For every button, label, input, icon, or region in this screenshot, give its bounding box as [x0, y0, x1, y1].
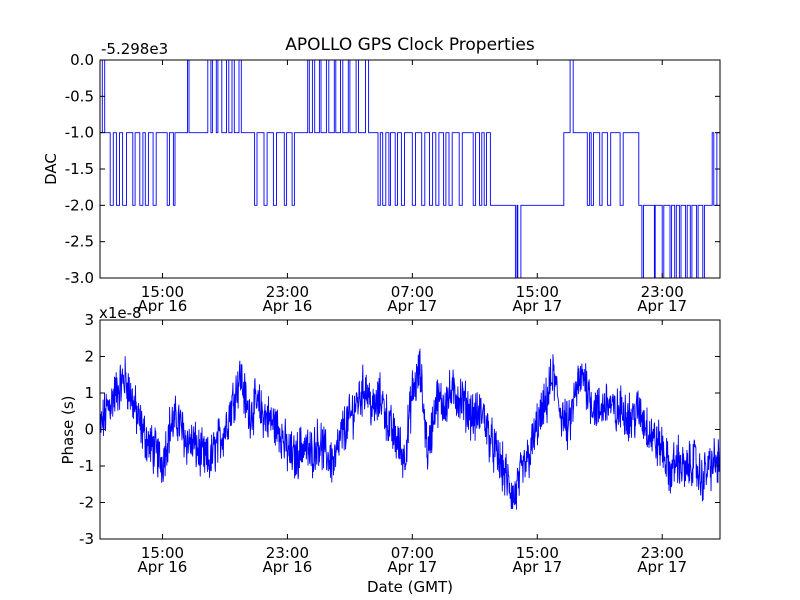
phase-axes-frame	[99, 319, 721, 540]
dac-x-tick-date: Apr 17	[512, 297, 562, 315]
phase-y-tick-label: -2	[79, 494, 94, 512]
dac-y-tick-label: -1.5	[65, 160, 94, 178]
phase-x-tick-date: Apr 17	[512, 558, 562, 576]
dac-y-tick-label: -1.0	[65, 124, 94, 142]
dac-axes-frame	[99, 59, 721, 279]
phase-y-tick-labels: 3 2 1 0 -1 -2 -3	[79, 311, 94, 548]
dac-x-tick-time: 15:00	[141, 283, 184, 301]
x-axis-label: Date (GMT)	[367, 578, 453, 596]
phase-x-tick-time: 15:00	[516, 544, 559, 562]
dac-tick-marks	[100, 59, 720, 279]
phase-x-tick-time: 23:00	[641, 544, 684, 562]
phase-series	[99, 348, 721, 510]
dac-x-tick-time: 07:00	[391, 283, 434, 301]
dac-x-tick-date: Apr 16	[262, 297, 312, 315]
phase-x-tick-date: Apr 16	[138, 558, 188, 576]
phase-y-axis-label: Phase (s)	[59, 395, 77, 464]
dac-x-tick-time: 23:00	[266, 283, 309, 301]
phase-y-tick-label: -1	[79, 457, 94, 475]
dac-y-tick-label: 0.0	[70, 51, 94, 69]
dac-x-tick-time: 15:00	[516, 283, 559, 301]
dac-x-tick-date: Apr 16	[138, 297, 188, 315]
phase-line	[99, 348, 721, 510]
dac-y-tick-label: -3.0	[65, 269, 94, 287]
phase-y-tick-label: 3	[84, 311, 94, 329]
dac-y-axis-label: DAC	[42, 153, 60, 185]
phase-x-tick-date: Apr 17	[387, 558, 437, 576]
phase-offset-label: x1e-8	[99, 304, 142, 322]
phase-x-tick-time: 15:00	[141, 544, 184, 562]
dac-y-tick-labels: 0.0 -0.5 -1.0 -1.5 -2.0 -2.5 -3.0	[65, 51, 94, 287]
dac-line	[100, 59, 720, 279]
phase-y-tick-label: 0	[84, 421, 94, 439]
dac-y-tick-label: -2.5	[65, 233, 94, 251]
phase-x-tick-date: Apr 17	[637, 558, 687, 576]
dac-x-tick-date: Apr 17	[637, 297, 687, 315]
phase-y-tick-label: -3	[79, 530, 94, 548]
dac-x-tick-time: 23:00	[641, 283, 684, 301]
dac-y-tick-label: -0.5	[65, 87, 94, 105]
phase-x-tick-date: Apr 16	[262, 558, 312, 576]
dac-y-tick-label: -2.0	[65, 196, 94, 214]
phase-x-tick-time: 23:00	[266, 544, 309, 562]
dac-offset-label: -5.298e3	[101, 40, 168, 58]
phase-y-tick-label: 1	[84, 384, 94, 402]
dac-x-tick-date: Apr 17	[387, 297, 437, 315]
phase-x-tick-time: 07:00	[391, 544, 434, 562]
phase-y-tick-label: 2	[84, 348, 94, 366]
figure-title: APOLLO GPS Clock Properties	[285, 35, 535, 55]
dac-series	[100, 59, 720, 279]
